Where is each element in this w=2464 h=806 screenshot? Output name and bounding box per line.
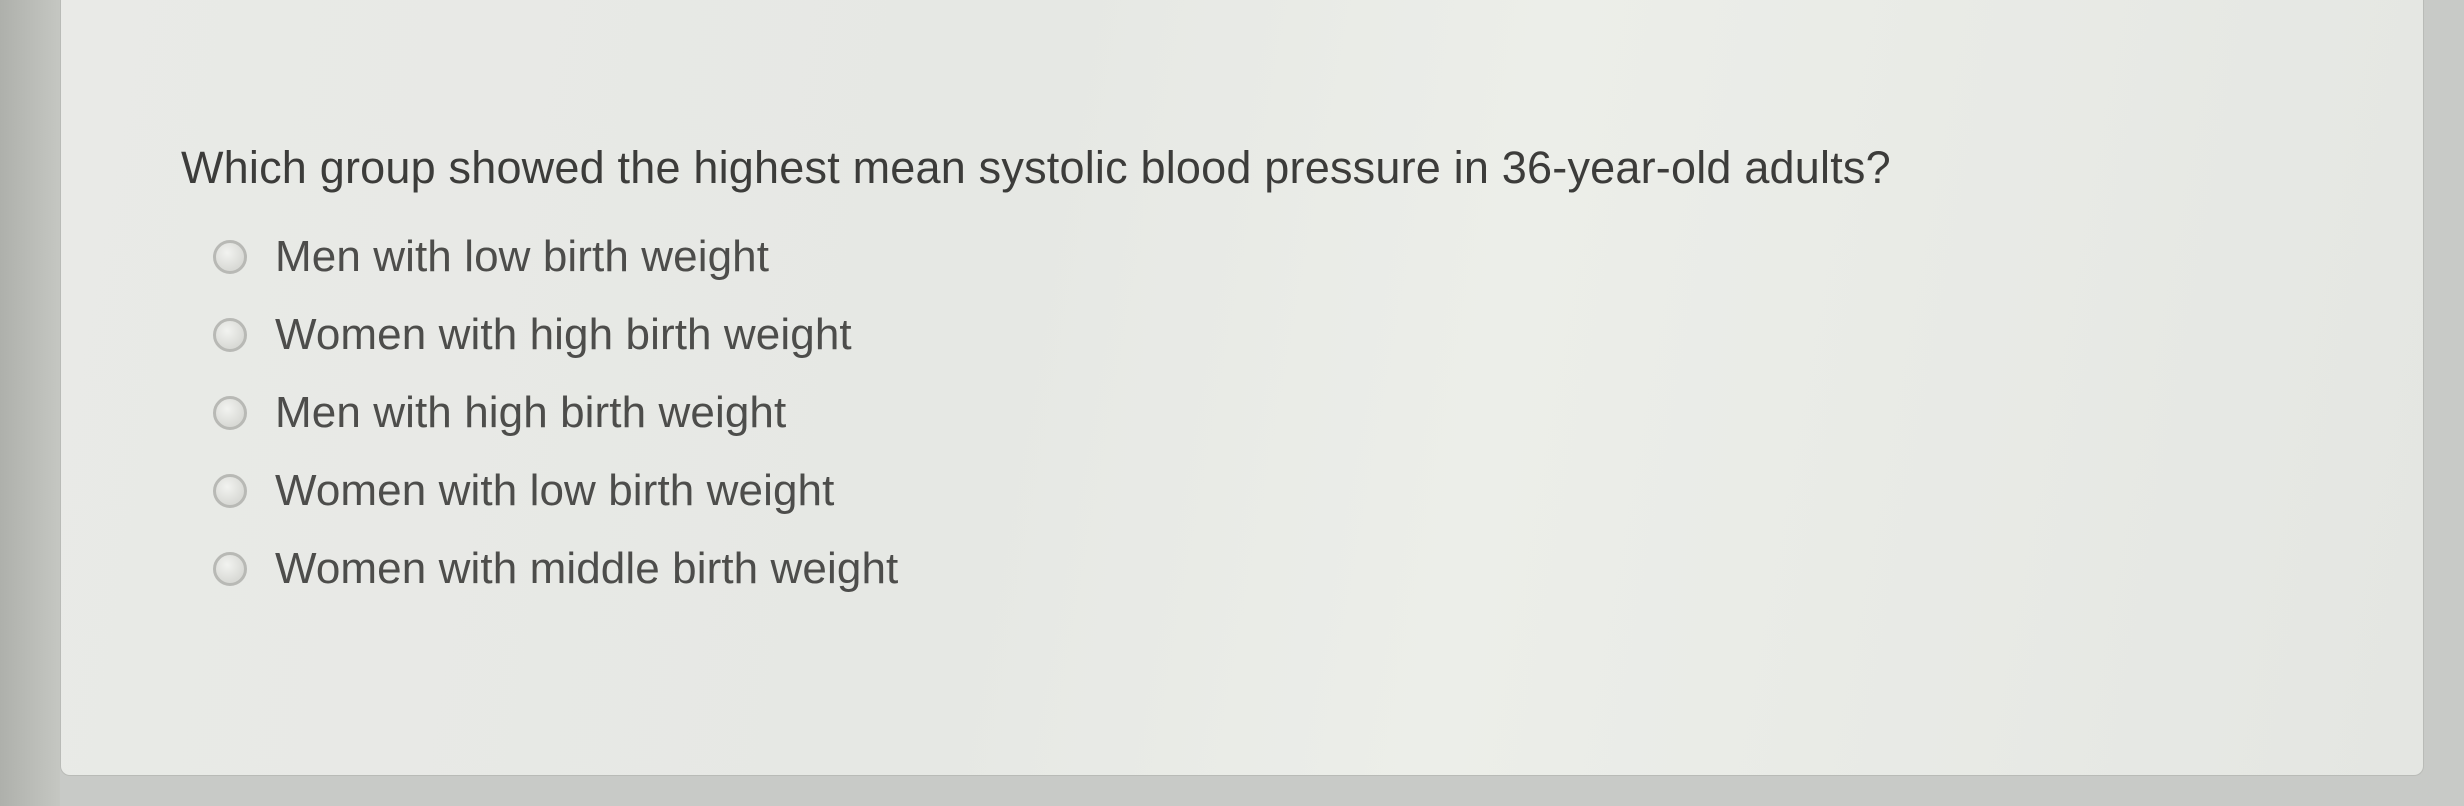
option-row[interactable]: Men with low birth weight bbox=[213, 218, 2333, 296]
radio-icon[interactable] bbox=[213, 396, 247, 430]
option-row[interactable]: Women with middle birth weight bbox=[213, 530, 2333, 608]
option-label: Women with low birth weight bbox=[275, 466, 834, 516]
radio-icon[interactable] bbox=[213, 318, 247, 352]
radio-icon[interactable] bbox=[213, 240, 247, 274]
radio-icon[interactable] bbox=[213, 474, 247, 508]
option-label: Women with high birth weight bbox=[275, 310, 852, 360]
option-row[interactable]: Men with high birth weight bbox=[213, 374, 2333, 452]
option-label: Men with low birth weight bbox=[275, 232, 769, 282]
option-row[interactable]: Women with high birth weight bbox=[213, 296, 2333, 374]
option-label: Men with high birth weight bbox=[275, 388, 786, 438]
question-text: Which group showed the highest mean syst… bbox=[181, 140, 2333, 196]
option-row[interactable]: Women with low birth weight bbox=[213, 452, 2333, 530]
page-edge-shadow bbox=[0, 0, 60, 806]
question-card: Which group showed the highest mean syst… bbox=[60, 0, 2424, 776]
options-group: Men with low birth weight Women with hig… bbox=[213, 218, 2333, 608]
option-label: Women with middle birth weight bbox=[275, 544, 898, 594]
radio-icon[interactable] bbox=[213, 552, 247, 586]
